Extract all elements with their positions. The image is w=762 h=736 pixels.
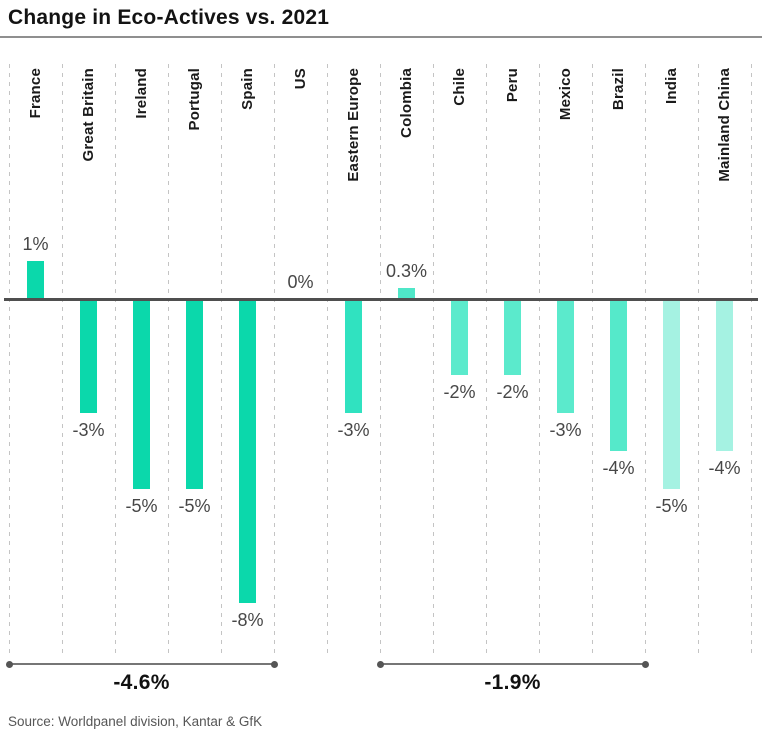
category-label-text: Mainland China bbox=[716, 68, 733, 182]
gridline bbox=[62, 64, 63, 656]
value-label-eastern-europe: -3% bbox=[337, 420, 370, 440]
category-label-brazil: Brazil bbox=[592, 68, 645, 208]
group-bracket-dot bbox=[641, 660, 649, 668]
category-label-text: India bbox=[663, 68, 680, 105]
gridline bbox=[380, 64, 381, 656]
bar-spain bbox=[239, 299, 256, 603]
value-label-mexico: -3% bbox=[549, 420, 582, 440]
category-label-india: India bbox=[645, 68, 698, 208]
category-label-spain: Spain bbox=[221, 68, 274, 208]
gridline bbox=[168, 64, 169, 656]
category-label-text: Ireland bbox=[133, 68, 150, 119]
category-label-portugal: Portugal bbox=[168, 68, 221, 208]
value-label-colombia: 0.3% bbox=[385, 261, 428, 281]
category-label-text: Colombia bbox=[398, 68, 415, 138]
bar-india bbox=[663, 299, 680, 489]
value-label-chile: -2% bbox=[443, 382, 476, 402]
gridline bbox=[645, 64, 646, 656]
value-label-ireland: -5% bbox=[125, 496, 158, 516]
category-label-text: US bbox=[292, 68, 309, 90]
category-label-eastern-europe: Eastern Europe bbox=[327, 68, 380, 208]
chart-title: Change in Eco-Actives vs. 2021 bbox=[8, 6, 330, 29]
bar-peru bbox=[504, 299, 521, 375]
value-label-peru: -2% bbox=[496, 382, 529, 402]
bar-chile bbox=[451, 299, 468, 375]
gridline bbox=[327, 64, 328, 656]
bar-portugal bbox=[186, 299, 203, 489]
value-label-great-britain: -3% bbox=[72, 420, 105, 440]
value-label-france: 1% bbox=[22, 234, 49, 254]
category-label-peru: Peru bbox=[486, 68, 539, 208]
group-bracket-dot bbox=[5, 660, 13, 668]
category-label-mainland-china: Mainland China bbox=[698, 68, 751, 208]
value-label-us: 0% bbox=[287, 272, 314, 292]
category-label-us: US bbox=[274, 68, 327, 208]
category-label-text: Spain bbox=[239, 68, 256, 110]
bar-eastern-europe bbox=[345, 299, 362, 413]
category-label-chile: Chile bbox=[433, 68, 486, 208]
gridline bbox=[751, 64, 752, 656]
value-label-mainland-china: -4% bbox=[708, 458, 741, 478]
gridline bbox=[486, 64, 487, 656]
gridline bbox=[221, 64, 222, 656]
bar-great-britain bbox=[80, 299, 97, 413]
category-label-text: Mexico bbox=[557, 68, 574, 121]
category-label-mexico: Mexico bbox=[539, 68, 592, 208]
zero-baseline bbox=[4, 298, 758, 301]
category-label-ireland: Ireland bbox=[115, 68, 168, 208]
source-note: Source: Worldpanel division, Kantar & Gf… bbox=[8, 714, 263, 729]
group-bracket-dot bbox=[376, 660, 384, 668]
category-label-great-britain: Great Britain bbox=[62, 68, 115, 208]
gridline bbox=[9, 64, 10, 656]
bar-france bbox=[27, 261, 44, 299]
bar-mainland-china bbox=[716, 299, 733, 451]
gridline bbox=[539, 64, 540, 656]
gridline bbox=[274, 64, 275, 656]
value-label-portugal: -5% bbox=[178, 496, 211, 516]
category-label-colombia: Colombia bbox=[380, 68, 433, 208]
bar-mexico bbox=[557, 299, 574, 413]
category-label-text: France bbox=[27, 68, 44, 119]
value-label-brazil: -4% bbox=[602, 458, 635, 478]
value-label-spain: -8% bbox=[231, 610, 264, 630]
gridline bbox=[115, 64, 116, 656]
category-label-france: France bbox=[9, 68, 62, 208]
category-label-text: Portugal bbox=[186, 68, 203, 131]
title-underline bbox=[0, 36, 762, 38]
category-label-text: Eastern Europe bbox=[345, 68, 362, 182]
group-bracket-line-0 bbox=[9, 663, 274, 665]
category-label-text: Great Britain bbox=[80, 68, 97, 162]
group-average-label-1: -1.9% bbox=[484, 671, 541, 694]
category-label-text: Peru bbox=[504, 68, 521, 103]
gridline bbox=[698, 64, 699, 656]
category-label-text: Brazil bbox=[610, 68, 627, 111]
group-average-label-0: -4.6% bbox=[113, 671, 170, 694]
group-bracket-dot bbox=[270, 660, 278, 668]
gridline bbox=[433, 64, 434, 656]
value-label-india: -5% bbox=[655, 496, 688, 516]
category-label-text: Chile bbox=[451, 68, 468, 106]
bar-colombia bbox=[398, 288, 415, 299]
group-bracket-line-1 bbox=[380, 663, 645, 665]
bar-brazil bbox=[610, 299, 627, 451]
gridline bbox=[592, 64, 593, 656]
bar-ireland bbox=[133, 299, 150, 489]
